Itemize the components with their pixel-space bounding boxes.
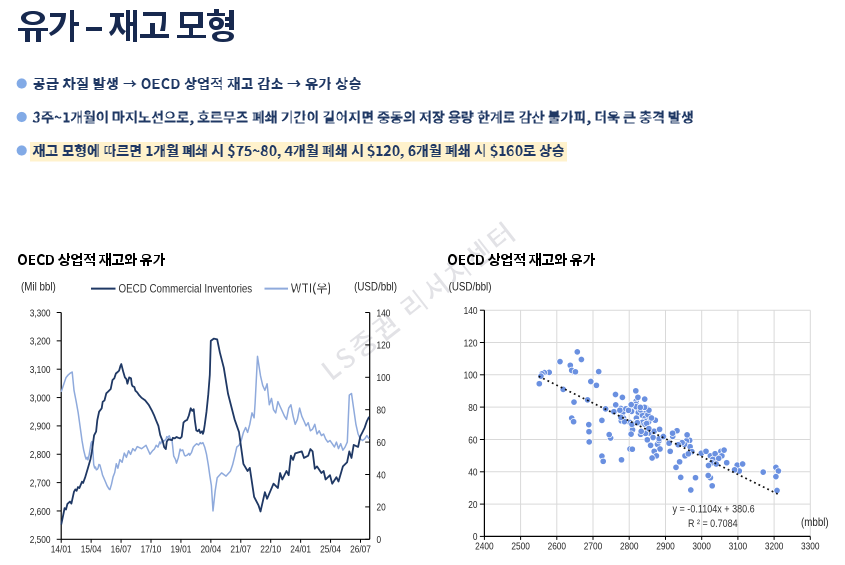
svg-text:40: 40 [377,470,386,481]
svg-text:2,800: 2,800 [30,450,51,461]
svg-text:3200: 3200 [765,542,784,553]
svg-text:2400: 2400 [475,542,494,553]
svg-text:R ² = 0.7084: R ² = 0.7084 [688,518,738,530]
svg-text:2500: 2500 [511,542,530,553]
svg-text:40: 40 [468,468,477,479]
svg-text:120: 120 [377,341,391,352]
svg-text:15/04: 15/04 [81,545,102,556]
svg-text:3000: 3000 [692,542,711,553]
svg-text:3,300: 3,300 [30,308,51,319]
svg-text:OECD Commercial Inventories: OECD Commercial Inventories [119,282,253,296]
svg-text:3,200: 3,200 [30,337,51,348]
svg-text:2,600: 2,600 [30,507,51,518]
svg-text:17/10: 17/10 [141,545,162,556]
svg-text:2,500: 2,500 [30,535,51,546]
svg-text:3,100: 3,100 [30,365,51,376]
svg-text:60: 60 [468,435,477,446]
svg-text:2,900: 2,900 [30,422,51,433]
svg-text:60: 60 [377,438,386,449]
svg-text:2700: 2700 [584,542,603,553]
svg-text:(USD/bbl): (USD/bbl) [354,280,397,294]
svg-text:3100: 3100 [729,542,748,553]
svg-text:2,700: 2,700 [30,478,51,489]
svg-text:24/01: 24/01 [290,545,311,556]
svg-text:(mbbl): (mbbl) [801,515,829,529]
svg-text:20: 20 [377,503,386,514]
svg-text:3,000: 3,000 [30,393,51,404]
svg-text:21/07: 21/07 [230,545,251,556]
svg-text:2600: 2600 [548,542,567,553]
svg-text:y = -0.1104x + 380.6: y = -0.1104x + 380.6 [673,504,755,516]
svg-text:140: 140 [377,308,391,319]
svg-text:14/01: 14/01 [51,545,72,556]
svg-text:2900: 2900 [656,542,675,553]
svg-text:26/07: 26/07 [350,545,371,556]
svg-text:140: 140 [464,306,478,317]
svg-text:(USD/bbl): (USD/bbl) [449,280,492,294]
svg-text:19/01: 19/01 [171,545,192,556]
svg-text:20: 20 [468,500,477,511]
svg-text:0: 0 [473,532,478,543]
svg-text:22/10: 22/10 [260,545,281,556]
svg-text:100: 100 [377,373,391,384]
svg-text:3300: 3300 [801,542,820,553]
svg-text:100: 100 [464,371,478,382]
svg-text:0: 0 [377,535,382,546]
svg-text:25/04: 25/04 [320,545,341,556]
svg-text:2800: 2800 [620,542,639,553]
svg-text:20/04: 20/04 [200,545,221,556]
svg-text:(Mil bbl): (Mil bbl) [21,280,56,294]
svg-text:80: 80 [377,406,386,417]
svg-text:16/07: 16/07 [111,545,132,556]
svg-text:80: 80 [468,403,477,414]
svg-text:120: 120 [464,338,478,349]
